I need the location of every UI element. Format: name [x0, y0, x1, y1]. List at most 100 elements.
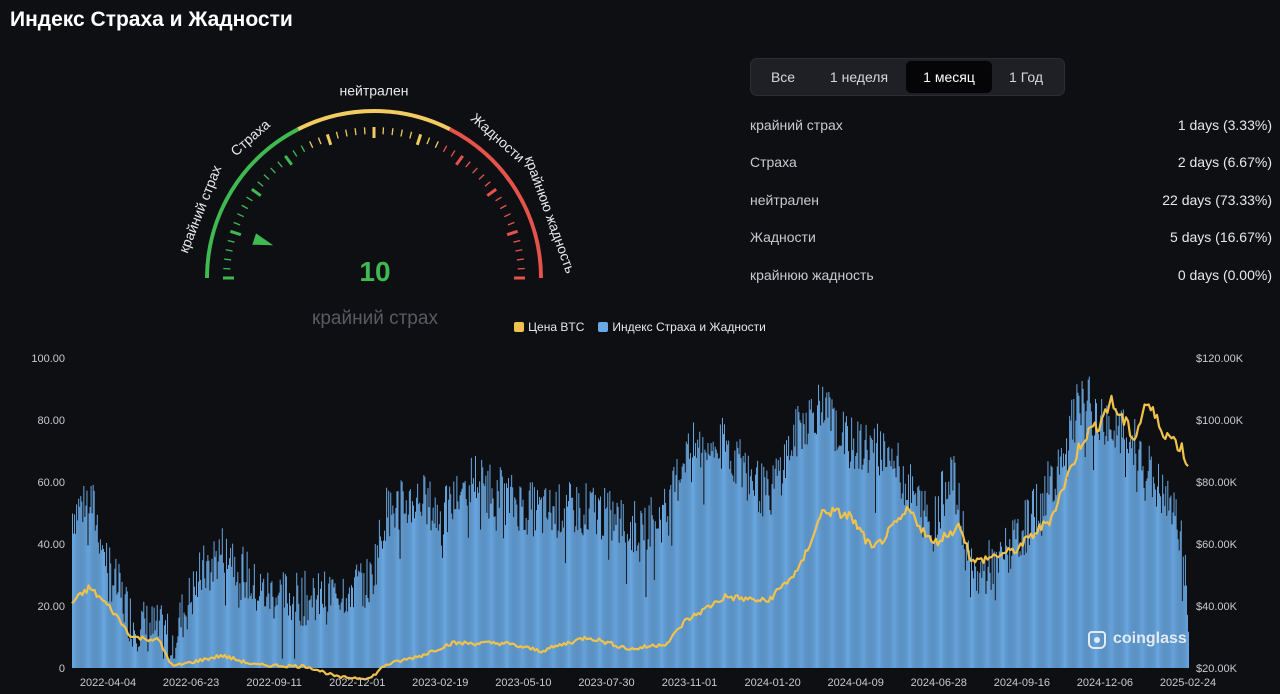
fear-greed-bar — [1168, 510, 1170, 668]
fear-greed-bar — [422, 503, 424, 668]
gauge-tick — [237, 213, 244, 218]
fear-greed-bar — [853, 438, 855, 668]
fear-greed-bar — [948, 481, 950, 668]
fear-greed-bar — [862, 464, 864, 668]
fear-greed-bar — [187, 604, 189, 668]
fear-greed-bar — [1058, 474, 1060, 668]
fear-greed-bar — [500, 470, 502, 668]
tab-month[interactable]: 1 месяц — [906, 61, 992, 93]
fear-greed-bar — [267, 572, 269, 668]
fear-greed-bar — [118, 563, 120, 668]
fear-greed-bar — [83, 485, 85, 668]
fear-greed-bar — [437, 530, 439, 668]
legend-item-fear-greed-index[interactable]: Индекс Страха и Жадности — [598, 320, 766, 334]
fear-greed-bar — [599, 500, 600, 668]
fear-greed-bar — [205, 588, 207, 668]
fear-greed-bar — [1067, 478, 1069, 668]
fear-greed-bar — [441, 557, 443, 668]
fear-greed-bar — [708, 454, 710, 668]
fear-greed-bar — [556, 537, 558, 668]
tab-year[interactable]: 1 Год — [1009, 69, 1043, 85]
fear-greed-bar — [508, 478, 510, 668]
fear-greed-bar — [934, 496, 936, 668]
fear-greed-bar — [940, 528, 941, 668]
x-tick-label: 2024-09-16 — [994, 677, 1050, 689]
fear-greed-bar — [589, 491, 591, 668]
fear-greed-bar — [851, 417, 853, 668]
fear-greed-bar — [752, 490, 754, 668]
fear-greed-bar — [791, 450, 793, 668]
legend-label: Цена BTC — [528, 320, 585, 334]
fear-greed-bar — [286, 603, 288, 668]
fear-greed-bar — [517, 526, 519, 668]
legend-item-btc-price[interactable]: Цена BTC — [514, 320, 584, 334]
fear-greed-bar — [1033, 488, 1034, 668]
fear-greed-bar — [661, 542, 662, 668]
fear-greed-bar — [147, 651, 149, 668]
fear-greed-bar — [239, 583, 241, 668]
fear-greed-bar — [916, 505, 918, 668]
fear-greed-bar — [1095, 398, 1096, 668]
fear-greed-bar — [347, 593, 349, 668]
fear-greed-bar — [301, 577, 303, 668]
gauge-tick — [486, 188, 498, 197]
fear-greed-bar — [243, 582, 245, 668]
fear-greed-bar — [790, 455, 792, 668]
fear-greed-bar — [864, 439, 866, 668]
tab-week[interactable]: 1 неделя — [829, 69, 889, 85]
fear-greed-bar — [244, 597, 246, 668]
tab-all[interactable]: Все — [770, 69, 796, 85]
fear-greed-bar — [772, 465, 774, 668]
fear-greed-bar — [579, 507, 581, 668]
fear-greed-bar — [130, 638, 132, 668]
fear-greed-bar — [217, 561, 219, 668]
fear-greed-bar — [1131, 448, 1133, 668]
fear-greed-bar — [686, 444, 688, 668]
fear-greed-bar — [667, 516, 669, 668]
fear-greed-bar — [152, 633, 154, 668]
fear-greed-bar — [673, 466, 675, 668]
fear-greed-bar — [755, 474, 757, 668]
fear-greed-bar — [825, 397, 827, 668]
fear-greed-bar — [618, 542, 620, 668]
fear-greed-bar — [227, 568, 228, 668]
fear-greed-chart: 0 20.00 40.00 60.00 80.00 100.00 $20.00K $40.00… — [31, 353, 1243, 689]
fear-greed-bar — [991, 548, 993, 668]
coinglass-watermark: coinglass — [1086, 628, 1187, 650]
fear-greed-bar — [435, 527, 437, 668]
fear-greed-bar — [1132, 435, 1134, 668]
fear-greed-bar — [988, 540, 990, 668]
fear-greed-bar — [1106, 405, 1108, 668]
fear-greed-bar — [153, 607, 155, 668]
fear-greed-bar — [175, 647, 177, 668]
fear-greed-bar — [268, 593, 270, 668]
fear-greed-bar — [299, 620, 301, 668]
fear-greed-bar — [306, 595, 308, 668]
fear-greed-bar — [231, 566, 233, 668]
fear-greed-bar — [204, 578, 206, 668]
fear-greed-bar — [260, 573, 262, 668]
fear-greed-bar — [162, 658, 164, 668]
fear-greed-bar — [734, 450, 736, 668]
fear-greed-bar — [584, 524, 586, 668]
fear-greed-bar — [510, 486, 512, 668]
fear-greed-bar — [848, 451, 850, 668]
fear-greed-bar — [376, 545, 378, 668]
fear-greed-bar — [671, 545, 673, 668]
fear-greed-bar — [467, 537, 469, 668]
fear-greed-bar — [590, 493, 592, 668]
y-left-tick-label: 60.00 — [37, 477, 65, 489]
fear-greed-bar — [450, 494, 452, 668]
fear-greed-bar — [448, 499, 450, 668]
fear-greed-bar — [310, 595, 312, 668]
gauge-arc-greed — [448, 127, 543, 279]
fear-greed-bar — [577, 530, 579, 668]
fear-greed-bar — [968, 550, 970, 668]
fear-greed-bar — [211, 558, 213, 668]
fear-greed-bar — [860, 424, 862, 668]
fear-greed-bar — [1110, 429, 1112, 668]
fear-greed-bar — [524, 529, 526, 668]
fear-greed-bar — [112, 585, 114, 668]
fear-greed-bar — [554, 523, 556, 668]
fear-greed-bar — [609, 491, 611, 668]
